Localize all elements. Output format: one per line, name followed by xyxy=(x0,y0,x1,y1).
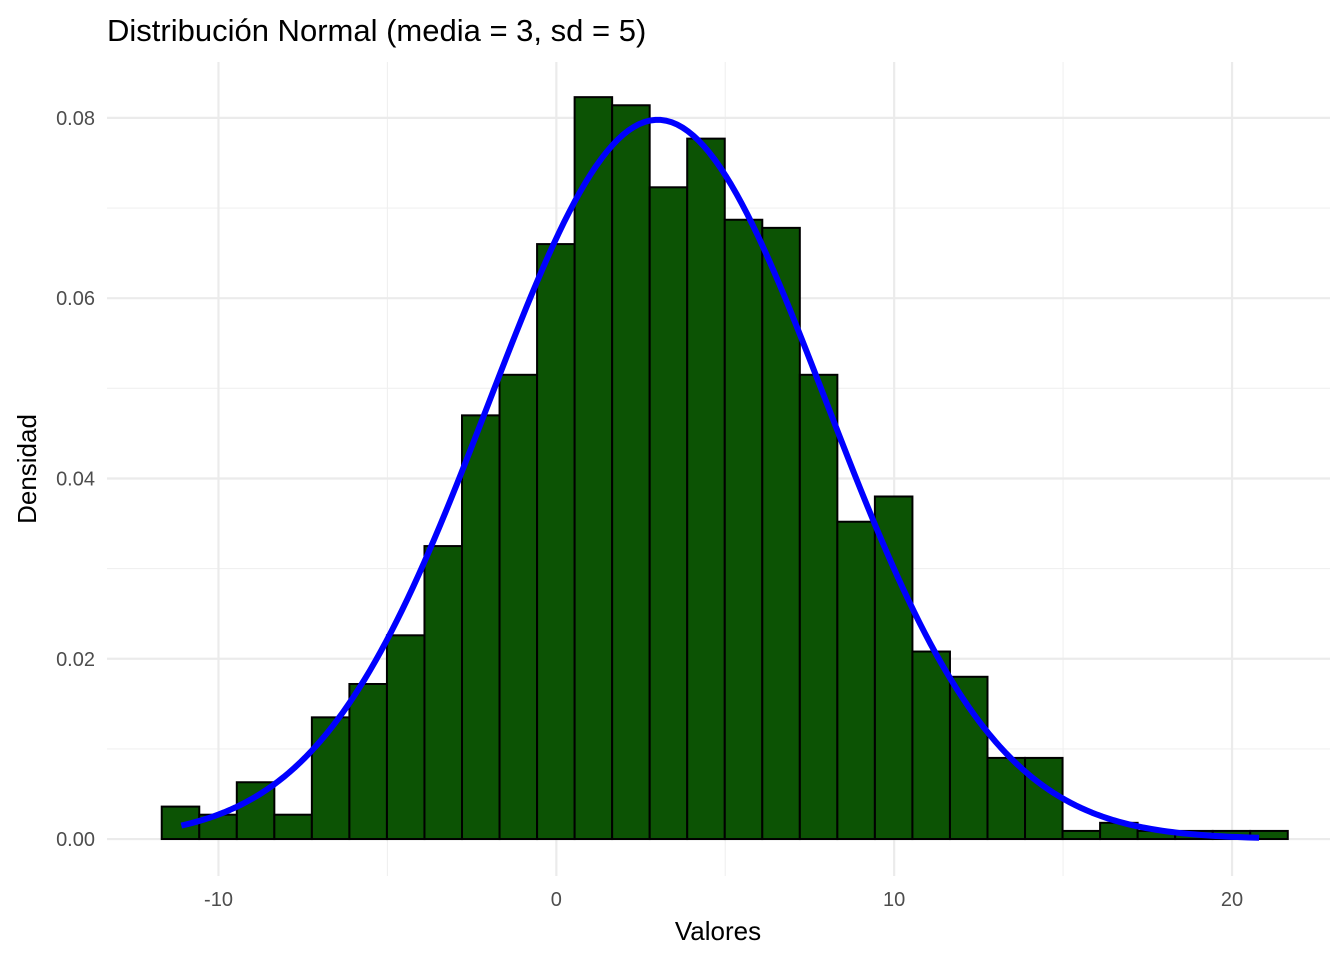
histogram-bar xyxy=(310,716,351,841)
y-tick-label: 0.00 xyxy=(56,829,95,851)
normal-density-curve xyxy=(180,116,1260,841)
histogram-bar xyxy=(986,756,1027,841)
density-curve-layer xyxy=(180,116,1260,841)
histogram-bar xyxy=(536,243,576,841)
y-tick-label: 0.02 xyxy=(56,649,95,671)
x-axis-ticks: -10 0 10 20 xyxy=(204,889,1243,911)
x-axis-title: Valores xyxy=(675,916,761,946)
histogram-bars xyxy=(160,96,1289,841)
histogram-bar xyxy=(948,675,989,841)
histogram-bar xyxy=(423,545,464,841)
histogram-bar xyxy=(385,634,426,841)
histogram-bar xyxy=(836,520,876,841)
y-tick-label: 0.06 xyxy=(56,288,95,310)
histogram-bar xyxy=(723,218,764,841)
histogram-bar xyxy=(611,104,651,841)
histogram-bar xyxy=(686,137,726,841)
histogram-bar xyxy=(348,682,388,841)
histogram-bar xyxy=(798,373,839,841)
y-axis-title: Densidad xyxy=(12,414,42,524)
histogram-bar xyxy=(911,650,951,841)
histogram-bar xyxy=(461,414,501,841)
histogram-bar xyxy=(498,373,539,841)
chart-title: Distribución Normal (media = 3, sd = 5) xyxy=(107,13,646,48)
histogram-bar xyxy=(273,813,313,841)
y-tick-label: 0.08 xyxy=(56,108,95,130)
x-tick-label: -10 xyxy=(204,889,233,911)
x-tick-label: 10 xyxy=(883,889,905,911)
y-tick-label: 0.04 xyxy=(56,468,95,490)
histogram-bar xyxy=(1061,829,1102,841)
histogram-bar xyxy=(648,186,689,841)
x-tick-label: 20 xyxy=(1221,889,1243,911)
histogram-bar xyxy=(873,495,914,841)
x-tick-label: 0 xyxy=(551,889,562,911)
histogram-bar xyxy=(573,96,614,841)
y-axis-ticks: 0.00 0.02 0.04 0.06 0.08 xyxy=(56,108,95,851)
